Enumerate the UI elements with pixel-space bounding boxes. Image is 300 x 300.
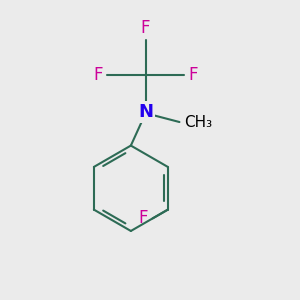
Text: F: F — [93, 66, 103, 84]
Text: F: F — [188, 66, 198, 84]
Text: N: N — [138, 103, 153, 121]
Text: F: F — [139, 209, 148, 227]
Text: CH₃: CH₃ — [184, 115, 212, 130]
Text: F: F — [141, 19, 150, 37]
